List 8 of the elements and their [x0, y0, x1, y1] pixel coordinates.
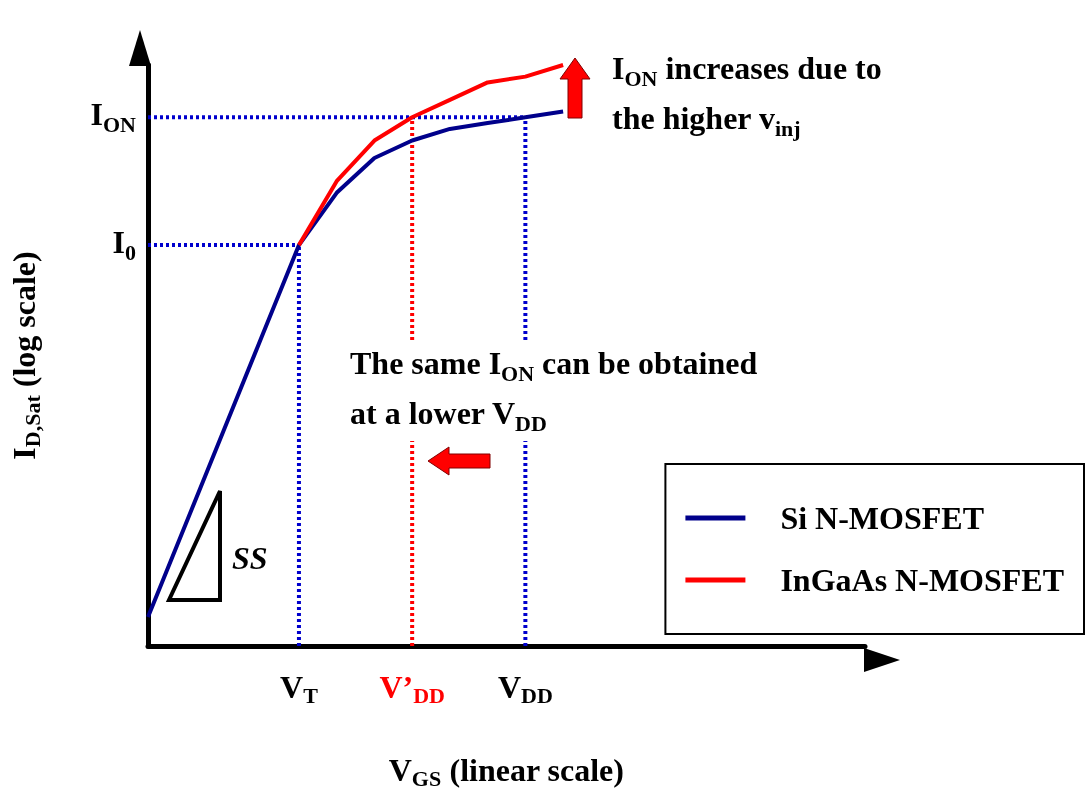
annotation: I$_{ON}$ increases due to the higher v$_{inj}$ [612, 49, 883, 144]
ref-line-label: I$_{0}$ [112, 223, 136, 268]
annotation: SS [232, 539, 268, 578]
legend-label: Si N-MOSFET [780, 500, 984, 536]
annotation: The same I$_{ON}$ can be obtained at a lower V$_{DD}$ [350, 340, 780, 441]
y-axis-title: ID,Sat (log scale) [6, 251, 45, 460]
ref-line-label: I$_{ON}$ [90, 95, 136, 140]
legend-label: InGaAs N-MOSFET [780, 562, 1064, 598]
